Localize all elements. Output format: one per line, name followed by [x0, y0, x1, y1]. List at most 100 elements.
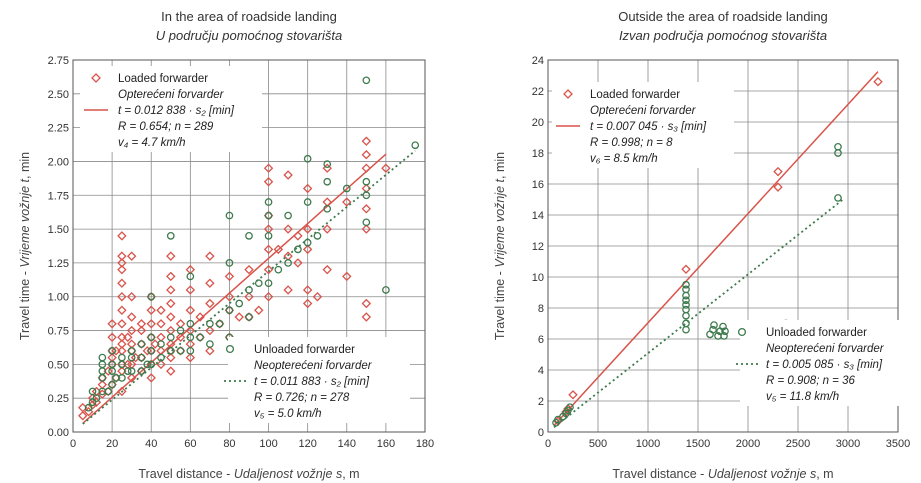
- legend-fit-equation: t = 0.007 045 · s₃ [min]: [590, 121, 707, 133]
- chart-title: Outside the area of roadside landing: [618, 9, 828, 24]
- data-point-diamond: [263, 244, 274, 255]
- fit-line-unloaded: [82, 150, 416, 425]
- data-point-diamond: [195, 312, 205, 322]
- data-point-circle: [225, 211, 234, 220]
- legend-box: [228, 337, 410, 423]
- data-point-circle: [303, 198, 312, 206]
- data-point-circle: [147, 292, 156, 301]
- data-point-circle: [123, 367, 132, 375]
- data-point-circle: [245, 232, 253, 240]
- plot-frame: [72, 59, 426, 433]
- data-point-diamond: [263, 264, 274, 275]
- data-layer: [552, 71, 883, 428]
- legend-speed: v₅ = 5.0 km/h: [254, 408, 322, 420]
- data-point-circle: [682, 319, 690, 328]
- legend-name: Unloaded forwarder: [254, 344, 355, 356]
- data-point-circle: [362, 177, 371, 186]
- y-tick-label: 0.50: [48, 359, 69, 371]
- legend-speed: v₅ = 11.8 km/h: [766, 391, 839, 403]
- data-point-circle: [157, 340, 165, 348]
- data-point-circle: [721, 327, 729, 336]
- data-point-diamond: [123, 332, 133, 343]
- data-point-diamond: [185, 285, 196, 295]
- data-point-circle: [143, 360, 152, 369]
- chart-subtitle: Izvan područja pomoćnog stovarišta: [619, 28, 827, 43]
- data-point-diamond: [283, 170, 293, 180]
- data-point-circle: [284, 211, 292, 220]
- data-point-diamond: [773, 166, 783, 177]
- data-point-diamond: [302, 224, 313, 234]
- data-point-diamond: [302, 298, 313, 309]
- data-point-circle: [186, 272, 195, 281]
- data-point-diamond: [166, 251, 176, 261]
- data-point-diamond: [244, 292, 254, 302]
- data-point-diamond: [361, 204, 372, 214]
- legend-name: Loaded forwarder: [118, 73, 208, 85]
- data-point-circle: [225, 306, 234, 315]
- data-point-diamond: [342, 271, 352, 282]
- data-point-diamond: [302, 244, 313, 255]
- x-tick-label: 180: [416, 438, 434, 450]
- data-point-diamond: [166, 271, 176, 282]
- data-point-diamond: [681, 264, 691, 274]
- data-point-diamond: [126, 292, 137, 302]
- data-point-diamond: [117, 258, 127, 268]
- data-point-diamond: [361, 136, 372, 146]
- legend-speed: v₆ = 8.5 km/h: [590, 153, 658, 165]
- data-point-circle: [362, 218, 371, 227]
- data-point-circle: [303, 154, 312, 163]
- data-point-circle: [362, 191, 371, 200]
- legend-name-alt: Neopterećeni forvarder: [254, 360, 373, 372]
- legend-name-alt: Neopterećeni forvarder: [766, 343, 885, 355]
- x-tick-label: 80: [223, 438, 235, 450]
- x-tick-label: 3000: [836, 438, 860, 450]
- data-point-diamond: [312, 292, 323, 302]
- data-point-diamond: [205, 278, 215, 288]
- legend-name-alt: Opterećeni forvarder: [590, 105, 697, 117]
- data-point-circle: [264, 211, 273, 220]
- data-point-circle: [682, 280, 690, 289]
- data-point-circle: [682, 305, 690, 314]
- data-point-diamond: [117, 339, 127, 349]
- data-point-circle: [264, 198, 273, 206]
- legend-box: [740, 320, 921, 406]
- data-point-circle: [710, 321, 718, 329]
- y-axis-label: Travel time - Vrijeme vožnje t, min: [493, 152, 507, 340]
- data-point-circle: [108, 346, 116, 355]
- data-point-diamond: [254, 305, 264, 315]
- data-point-circle: [682, 285, 690, 294]
- data-point-diamond: [117, 231, 127, 241]
- x-tick-label: 20: [106, 438, 118, 450]
- data-point-diamond: [136, 319, 147, 329]
- data-point-circle: [254, 279, 263, 288]
- data-point-diamond: [166, 298, 176, 309]
- x-tick-label: 100: [259, 438, 277, 450]
- data-point-circle: [166, 232, 175, 240]
- data-point-diamond: [126, 325, 137, 336]
- data-point-circle: [104, 387, 113, 396]
- fit-line-loaded: [82, 153, 387, 424]
- data-point-diamond: [166, 366, 176, 376]
- data-point-circle: [323, 160, 332, 169]
- data-point-diamond: [146, 319, 156, 329]
- data-point-diamond: [293, 258, 303, 268]
- data-point-diamond: [117, 264, 127, 275]
- data-point-circle: [264, 279, 273, 288]
- y-tick-label: 20: [532, 117, 544, 129]
- data-point-circle: [682, 301, 690, 309]
- data-point-diamond: [166, 352, 176, 363]
- x-tick-label: 2000: [736, 438, 760, 450]
- data-point-circle: [166, 346, 175, 355]
- data-point-circle: [147, 360, 156, 369]
- data-point-diamond: [205, 251, 215, 261]
- x-tick-label: 40: [145, 438, 157, 450]
- data-point-diamond: [156, 319, 166, 329]
- y-tick-label: 1.50: [48, 224, 69, 236]
- data-point-diamond: [234, 312, 244, 322]
- y-tick-label: 1.25: [48, 258, 69, 270]
- data-point-circle: [186, 346, 195, 355]
- y-tick-label: 12: [532, 241, 544, 253]
- x-tick-label: 3500: [886, 438, 910, 450]
- data-point-circle: [206, 319, 214, 328]
- y-tick-label: 2.50: [48, 89, 69, 101]
